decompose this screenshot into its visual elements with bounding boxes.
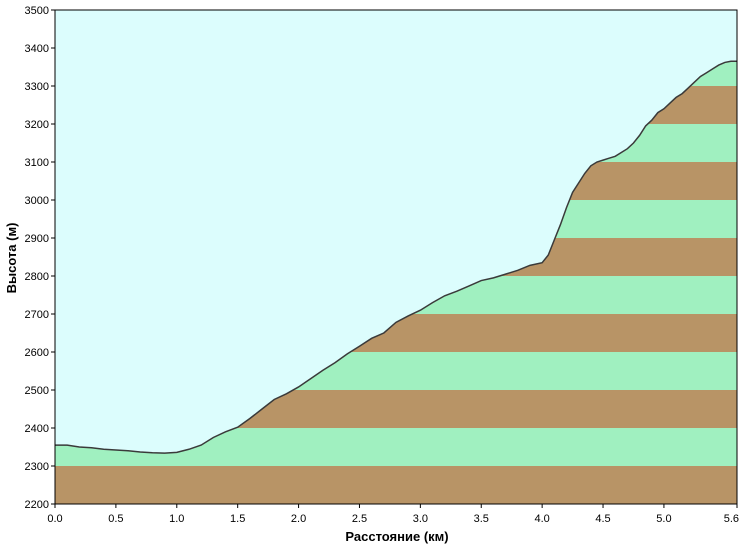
y-tick-label: 2800 (25, 271, 49, 283)
y-tick-label: 2500 (25, 385, 49, 397)
x-tick-label: 1.0 (169, 513, 184, 525)
y-tick-label: 3100 (25, 157, 49, 169)
elevation-band (55, 466, 737, 504)
y-tick-label: 2200 (25, 499, 49, 511)
x-tick-label: 3.0 (413, 513, 428, 525)
x-tick-label: 2.5 (352, 513, 367, 525)
y-tick-label: 3400 (25, 43, 49, 55)
y-tick-label: 2700 (25, 309, 49, 321)
y-axis-label: Высота (м) (4, 223, 19, 294)
x-tick-label: 3.5 (474, 513, 489, 525)
profile-line (55, 60, 737, 454)
x-tick-label: 0.0 (47, 513, 62, 525)
y-tick-label: 3000 (25, 195, 49, 207)
x-tick-label: 4.0 (534, 513, 549, 525)
y-tick-label: 3500 (25, 5, 49, 17)
x-tick-label: 1.5 (230, 513, 245, 525)
x-tick-label: 0.5 (108, 513, 123, 525)
y-tick-label: 2600 (25, 347, 49, 359)
x-tick-label: 5.6 (724, 513, 739, 525)
y-tick-label: 3300 (25, 81, 49, 93)
plot-area (55, 10, 737, 504)
plot-frame (54, 9, 738, 505)
x-tick-label: 2.0 (291, 513, 306, 525)
x-tick-label: 5.0 (656, 513, 671, 525)
y-tick-label: 3200 (25, 119, 49, 131)
axes (51, 9, 738, 508)
y-tick-label: 2900 (25, 233, 49, 245)
y-tick-label: 2400 (25, 423, 49, 435)
y-tick-label: 2300 (25, 461, 49, 473)
x-tick-label: 4.5 (595, 513, 610, 525)
tick-labels: 2200 2300 2400 2500 2600 2700 2800 2900 3000 3100… (25, 5, 739, 525)
x-axis-label: Расстояние (км) (345, 529, 448, 544)
